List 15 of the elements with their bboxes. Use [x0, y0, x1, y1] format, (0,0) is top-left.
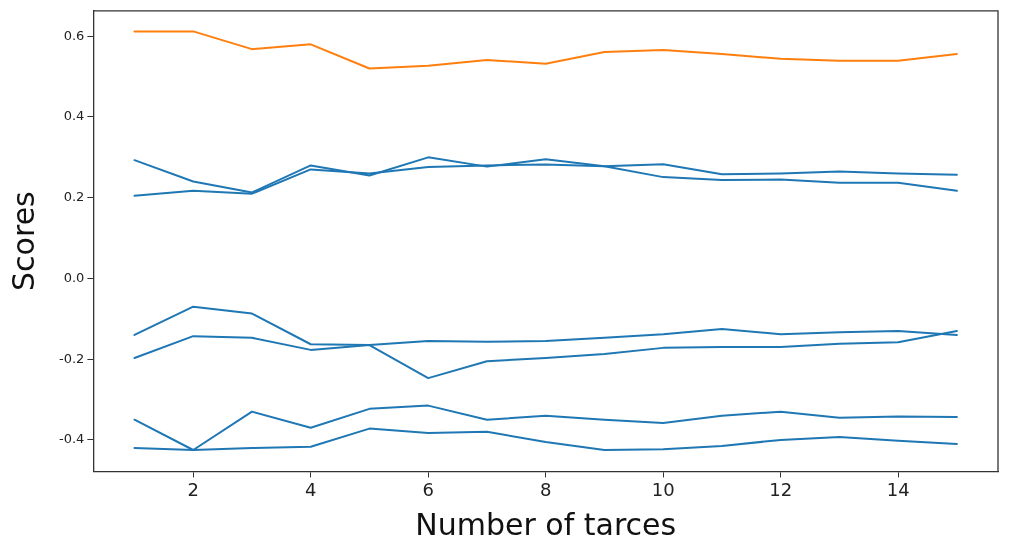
- x-tick-label: 14: [886, 478, 910, 500]
- y-tick-label: -0.2: [58, 350, 85, 366]
- y-tick-label: 0.0: [63, 269, 85, 285]
- y-tick-label: 0.2: [63, 189, 85, 205]
- x-tick-label: 8: [539, 478, 552, 500]
- y-axis-title: Scores: [5, 191, 41, 291]
- x-tick-label: 10: [651, 478, 675, 500]
- x-tick-label: 12: [769, 478, 793, 500]
- y-tick-label: -0.4: [58, 431, 85, 447]
- x-tick-label: 2: [187, 478, 199, 500]
- y-tick-label: 0.4: [63, 108, 85, 124]
- x-tick-label: 4: [304, 478, 317, 500]
- x-axis-title: Number of tarces: [415, 506, 677, 542]
- y-tick-label: 0.6: [63, 27, 85, 43]
- x-tick-label: 6: [422, 478, 434, 500]
